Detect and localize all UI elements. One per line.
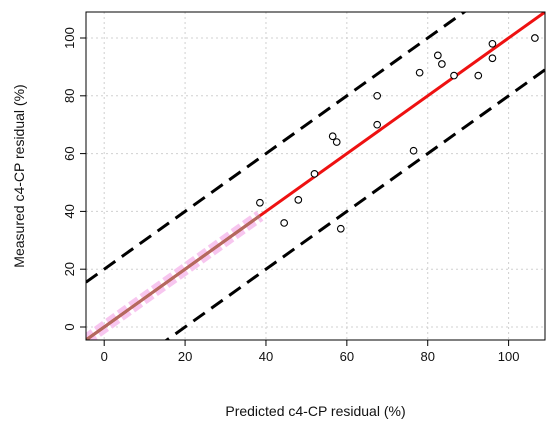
y-tick-label-80: 80 — [62, 89, 77, 103]
data-point-9 — [409, 146, 418, 155]
y-axis: 0 20 40 60 80 100 — [62, 27, 86, 331]
data-point-5 — [332, 138, 341, 146]
data-point-4 — [328, 132, 337, 141]
x-tick-label-80: 80 — [420, 349, 434, 364]
data-point-14 — [474, 71, 483, 80]
y-tick-label-20: 20 — [62, 262, 77, 276]
y-tick-label-100: 100 — [62, 27, 77, 49]
data-point-17 — [531, 34, 539, 42]
data-point-15 — [488, 39, 497, 48]
data-point-6 — [336, 224, 345, 233]
data-point-3 — [310, 169, 319, 178]
x-tick-label-60: 60 — [340, 349, 354, 364]
data-point-7 — [373, 91, 382, 100]
data-point-10 — [415, 68, 424, 77]
grid-lines — [86, 12, 545, 340]
data-point-12 — [438, 60, 446, 68]
data-point-13 — [450, 71, 458, 80]
x-tick-label-100: 100 — [498, 349, 520, 364]
lower-bound-line — [164, 68, 545, 340]
x-axis-title: Predicted c4-CP residual (%) — [225, 403, 405, 419]
data-point-16 — [488, 54, 497, 63]
y-axis-title: Measured c4-CP residual (%) — [11, 84, 27, 267]
x-axis: 0 20 40 60 80 100 — [101, 340, 520, 364]
reference-lines — [86, 12, 545, 340]
y-tick-label-60: 60 — [62, 146, 77, 160]
x-tick-label-20: 20 — [178, 349, 192, 364]
y-tick-label-40: 40 — [62, 204, 77, 218]
plot-frame — [85, 11, 546, 341]
data-points — [256, 34, 539, 233]
upper-bound-line — [86, 12, 467, 284]
x-tick-label-0: 0 — [101, 349, 108, 364]
data-point-2 — [294, 195, 303, 204]
data-point-8 — [373, 120, 382, 129]
x-tick-label-40: 40 — [259, 349, 273, 364]
data-point-1 — [280, 219, 289, 227]
data-point-0 — [256, 198, 264, 207]
y-tick-label-0: 0 — [62, 323, 77, 330]
data-point-11 — [433, 51, 442, 60]
identity-line-highlight — [86, 214, 261, 340]
